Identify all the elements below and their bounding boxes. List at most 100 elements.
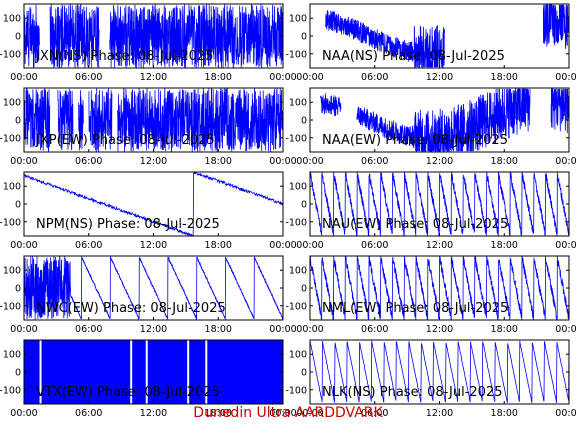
x-tick-label: 00:00 — [296, 408, 323, 419]
x-tick-label: 00:00 — [10, 240, 37, 251]
subplot-9: 100 0 -100 00:00 06:00 12:00 18:00 00:00 VTX(EW)… — [0, 339, 297, 419]
y-tick-label: 0 — [301, 200, 307, 211]
trace-line — [24, 88, 283, 152]
x-tick-label: 00:00 — [269, 156, 296, 167]
x-tick-label: 00:00 — [10, 408, 37, 419]
subplot-title: NAA(EW) Phase: 08-Jul-2025 — [322, 133, 508, 148]
y-tick-label: 100 — [3, 98, 21, 109]
x-tick-label: 06:00 — [75, 324, 102, 335]
x-tick-label: 12:00 — [426, 156, 453, 167]
x-tick-label: 12:00 — [140, 324, 167, 335]
y-tick-label: 100 — [289, 182, 307, 193]
x-tick-label: 00:00 — [555, 156, 576, 167]
y-tick-label: -100 — [0, 385, 21, 396]
x-tick-label: 00:00 — [269, 72, 296, 83]
trace-line — [310, 172, 569, 236]
x-tick-label: 06:00 — [361, 72, 388, 83]
subplot-title: VTX(EW) Phase: 08-Jul-2025 — [36, 385, 220, 400]
x-tick-label: 12:00 — [426, 408, 453, 419]
x-tick-label: 12:00 — [140, 156, 167, 167]
y-tick-label: 0 — [15, 284, 21, 295]
x-tick-label: 00:00 — [269, 408, 296, 419]
subplot-title: NAA(NS) Phase: 08-Jul-2025 — [322, 49, 505, 64]
subplot-5: 100 0 -100 00:00 06:00 12:00 18:00 00:00 NPM(NS)… — [0, 171, 297, 251]
x-tick-label: 12:00 — [426, 72, 453, 83]
y-tick-label: -100 — [0, 301, 21, 312]
subplot-8: 100 0 -100 00:00 06:00 12:00 18:00 00:00 NML(EW)… — [285, 255, 576, 335]
y-tick-label: 100 — [3, 266, 21, 277]
x-tick-label: 18:00 — [205, 240, 232, 251]
x-tick-label: 18:00 — [491, 408, 518, 419]
x-tick-label: 18:00 — [205, 72, 232, 83]
x-tick-label: 00:00 — [269, 240, 296, 251]
y-tick-label: 0 — [301, 368, 307, 379]
y-tick-label: 0 — [301, 32, 307, 43]
x-tick-label: 06:00 — [361, 156, 388, 167]
y-tick-label: 100 — [3, 182, 21, 193]
subplot-title: NWC(EW) Phase: 08-Jul-2025 — [36, 301, 226, 316]
subplot-title: JXN(NS) Phase: 08-Jul-2025 — [35, 49, 213, 64]
y-tick-label: 0 — [15, 368, 21, 379]
subplot-title: NML(EW) Phase: 08-Jul-2025 — [322, 301, 508, 316]
subplot-title: NPM(NS) Phase: 08-Jul-2025 — [36, 217, 220, 232]
subplot-3: 100 0 -100 00:00 06:00 12:00 18:00 00:00 JXP(EW)… — [0, 87, 297, 167]
subplot-10: 100 0 -100 00:00 06:00 12:00 18:00 00:00 NLK(NS)… — [285, 339, 576, 419]
x-tick-label: 00:00 — [555, 408, 576, 419]
y-tick-label: 100 — [289, 98, 307, 109]
subplot-1: 100 0 -100 00:00 06:00 12:00 18:00 00:00 JXN(NS)… — [0, 3, 297, 83]
y-tick-label: 0 — [15, 32, 21, 43]
y-tick-label: -100 — [285, 217, 307, 228]
x-tick-label: 12:00 — [140, 408, 167, 419]
y-tick-label: 100 — [289, 14, 307, 25]
trace-line — [24, 4, 283, 68]
y-tick-label: 100 — [3, 350, 21, 361]
x-tick-label: 00:00 — [555, 240, 576, 251]
trace-line — [24, 172, 283, 236]
y-tick-label: -100 — [0, 133, 21, 144]
x-tick-label: 06:00 — [75, 240, 102, 251]
trace-line — [310, 340, 569, 403]
figure-footer: Dunedin Ultra AARDDVARK — [193, 405, 383, 421]
subplot-7: 100 0 -100 00:00 06:00 12:00 18:00 00:00 NWC(EW)… — [0, 255, 297, 335]
x-tick-label: 00:00 — [269, 324, 296, 335]
x-tick-label: 06:00 — [75, 72, 102, 83]
subplot-title: NAU(EW) Phase: 08-Jul-2025 — [322, 217, 508, 232]
x-tick-label: 18:00 — [491, 156, 518, 167]
y-tick-label: 0 — [15, 116, 21, 127]
x-tick-label: 18:00 — [205, 156, 232, 167]
x-tick-label: 00:00 — [296, 156, 323, 167]
x-tick-label: 18:00 — [205, 324, 232, 335]
y-tick-label: 0 — [301, 284, 307, 295]
y-tick-label: -100 — [285, 49, 307, 60]
trace-line — [24, 256, 283, 320]
x-tick-label: 06:00 — [361, 324, 388, 335]
subplot-6: 100 0 -100 00:00 06:00 12:00 18:00 00:00 NAU(EW)… — [285, 171, 576, 251]
x-tick-label: 06:00 — [75, 156, 102, 167]
y-tick-label: 100 — [289, 350, 307, 361]
x-tick-label: 18:00 — [491, 324, 518, 335]
x-tick-label: 00:00 — [296, 324, 323, 335]
x-tick-label: 00:00 — [10, 156, 37, 167]
x-tick-label: 00:00 — [10, 324, 37, 335]
x-tick-label: 00:00 — [555, 72, 576, 83]
x-tick-label: 06:00 — [75, 408, 102, 419]
y-tick-label: -100 — [0, 49, 21, 60]
x-tick-label: 06:00 — [361, 240, 388, 251]
x-tick-label: 00:00 — [296, 72, 323, 83]
subplot-4: 100 0 -100 00:00 06:00 12:00 18:00 00:00 NAA(EW)… — [285, 87, 576, 167]
x-tick-label: 12:00 — [140, 72, 167, 83]
x-tick-label: 18:00 — [491, 240, 518, 251]
x-tick-label: 18:00 — [205, 408, 232, 419]
subplot-title: NLK(NS) Phase: 08-Jul-2025 — [322, 385, 503, 400]
x-tick-label: 12:00 — [426, 324, 453, 335]
y-tick-label: 100 — [289, 266, 307, 277]
subplot-title: JXP(EW) Phase: 08-Jul-2025 — [35, 133, 215, 148]
trace-line — [325, 4, 569, 68]
y-tick-label: -100 — [285, 301, 307, 312]
x-tick-label: 00:00 — [296, 240, 323, 251]
x-tick-label: 00:00 — [10, 72, 37, 83]
subplot-2: 100 0 -100 00:00 06:00 12:00 18:00 00:00 NAA(NS)… — [285, 3, 576, 83]
trace-line — [320, 88, 569, 152]
y-tick-label: -100 — [285, 133, 307, 144]
x-tick-label: 18:00 — [491, 72, 518, 83]
